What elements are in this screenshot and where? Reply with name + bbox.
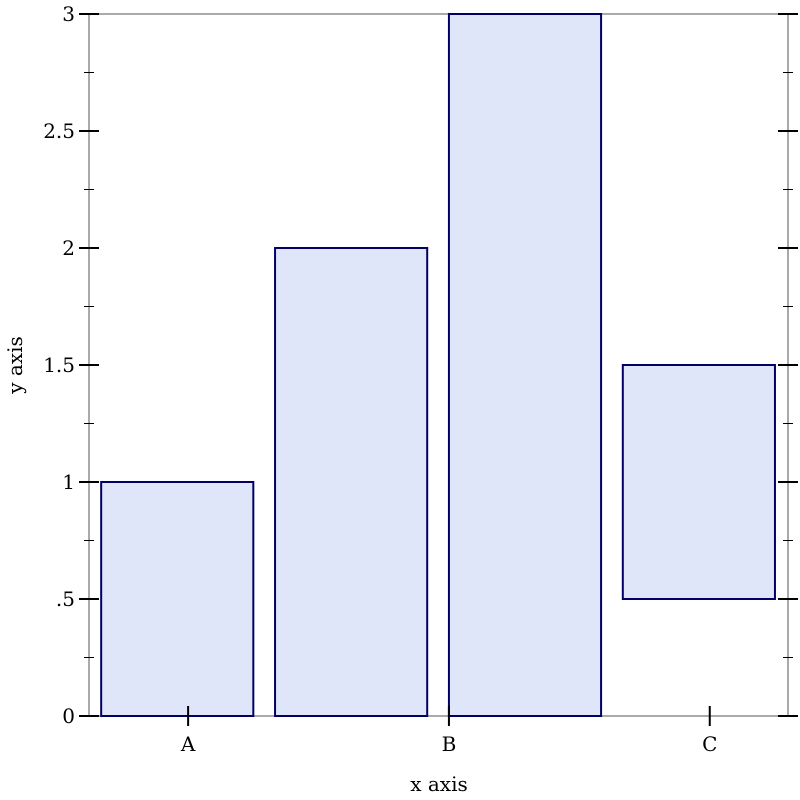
y-tick-label-6: 3 (62, 2, 75, 26)
y-tick-label-1: .5 (56, 587, 75, 611)
x-tick-label-2: C (702, 732, 717, 756)
x-tick-label-1: B (442, 732, 457, 756)
x-tick-label-0: A (180, 732, 196, 756)
bar-1 (100, 481, 255, 717)
y-tick-label-4: 2 (62, 236, 75, 260)
y-tick-label-2: 1 (62, 470, 75, 494)
x-axis: A B C (180, 706, 717, 756)
y-axis: 0 .5 1 1.5 2 2.5 3 (43, 2, 798, 728)
bar-2 (274, 247, 429, 717)
y-axis-title: y axis (3, 336, 27, 395)
y-tick-label-0: 0 (62, 704, 75, 728)
x-axis-title: x axis (410, 772, 468, 796)
y-tick-label-3: 1.5 (43, 353, 75, 377)
bar-4 (621, 364, 776, 600)
y-tick-label-5: 2.5 (43, 119, 75, 143)
bars-layer (100, 13, 776, 717)
bar-3 (447, 13, 603, 717)
